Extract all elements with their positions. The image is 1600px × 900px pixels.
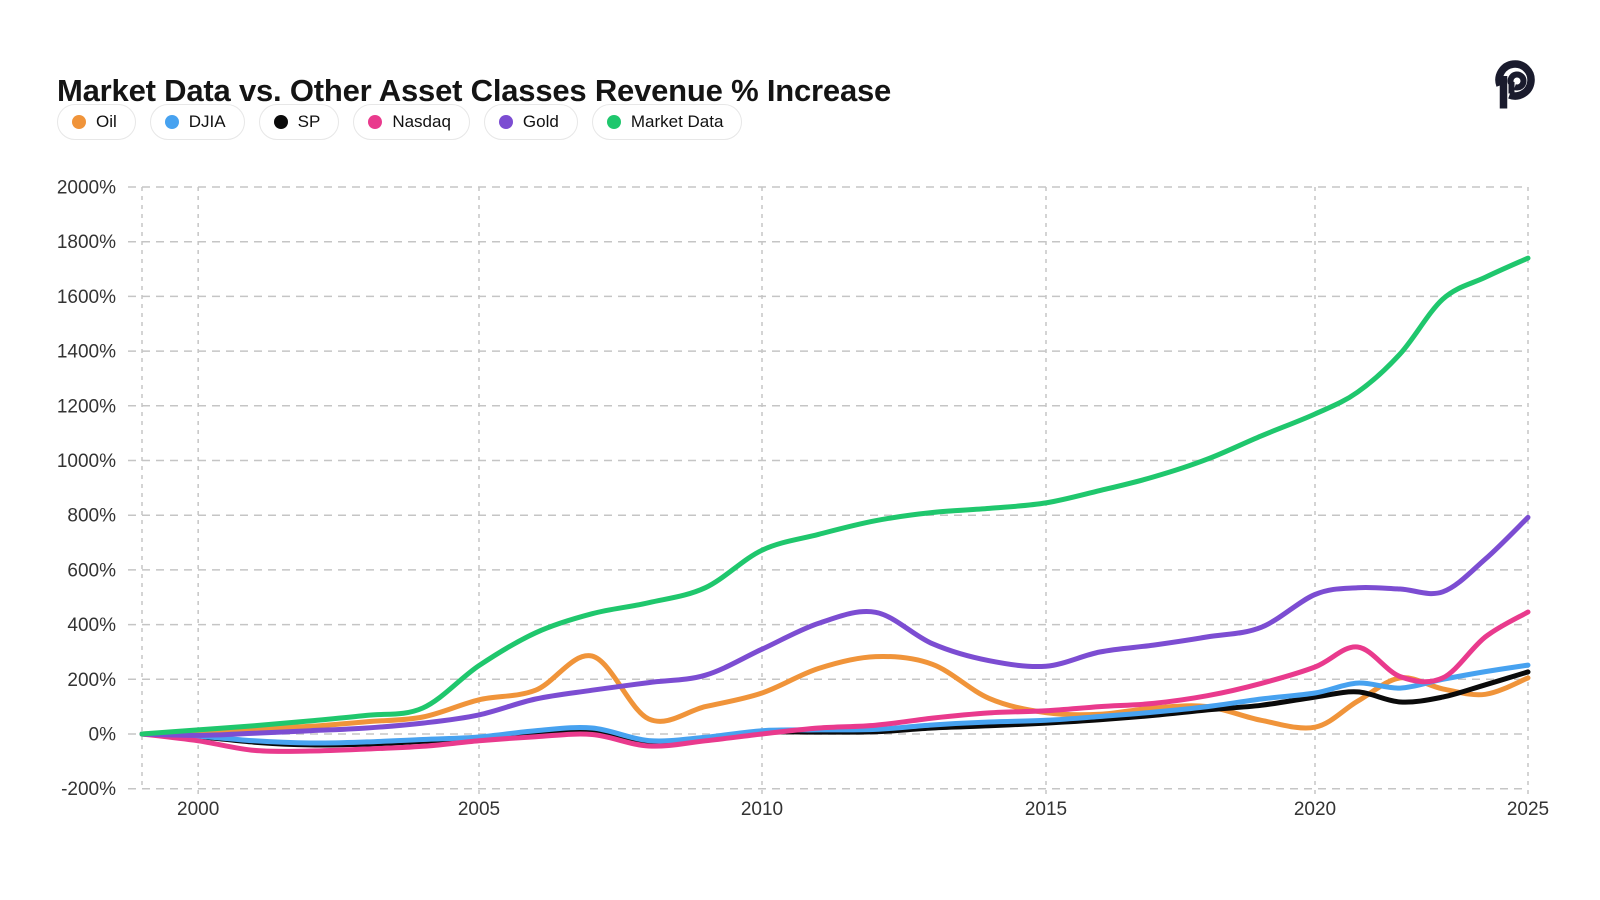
legend-item-oil[interactable]: Oil — [57, 104, 136, 140]
legend-item-nasdaq[interactable]: Nasdaq — [353, 104, 470, 140]
legend-item-gold[interactable]: Gold — [483, 104, 578, 140]
legend-item-djia[interactable]: DJIA — [149, 104, 245, 140]
p-spiral-logo-icon — [1495, 60, 1535, 109]
legend-dot-nasdaq — [368, 115, 383, 129]
x-tick-label-2005: 2005 — [458, 799, 500, 820]
legend-dot-gold — [498, 115, 513, 129]
series-line-gold[interactable] — [139, 514, 1531, 738]
series-line-djia[interactable] — [139, 662, 1531, 746]
y-tick-label-800: 800% — [67, 506, 116, 527]
series-line-nasdaq[interactable] — [139, 609, 1531, 754]
y-tick-label-2000: 2000% — [57, 178, 116, 199]
y-tick-label-1600: 1600% — [57, 287, 116, 308]
y-tick-label-1800: 1800% — [57, 232, 116, 253]
y-tick-label-1000: 1000% — [57, 451, 116, 472]
y-tick-label--200: -200% — [61, 779, 116, 800]
legend-item-label: SP — [297, 112, 321, 131]
series-line-market-data[interactable] — [139, 255, 1531, 737]
legend-item-label: DJIA — [188, 112, 226, 131]
y-tick-label-400: 400% — [67, 615, 116, 636]
y-tick-label-600: 600% — [67, 560, 116, 581]
page-title: Market Data vs. Other Asset Classes Reve… — [57, 72, 892, 108]
legend-dot-djia — [164, 115, 179, 129]
legend-dot-oil — [72, 115, 86, 129]
x-tick-label-2015: 2015 — [1025, 799, 1067, 820]
legend-item-label: Nasdaq — [392, 112, 451, 131]
y-tick-label-200: 200% — [67, 670, 116, 691]
legend-dot-sp — [273, 115, 288, 129]
legend-item-label: Oil — [96, 112, 117, 131]
legend-item-sp[interactable]: SP — [258, 104, 340, 140]
brand-logo — [1492, 56, 1536, 114]
series-line-oil[interactable] — [139, 653, 1531, 737]
legend-item-market-data[interactable]: Market Data — [591, 104, 743, 140]
x-tick-label-2000: 2000 — [177, 799, 219, 820]
x-tick-label-2010: 2010 — [741, 799, 783, 820]
y-tick-label-1400: 1400% — [57, 342, 116, 363]
legend-item-label: Market Data — [630, 112, 724, 131]
y-tick-label-0: 0% — [89, 725, 117, 746]
legend-item-label: Gold — [522, 112, 559, 131]
y-tick-label-1200: 1200% — [57, 396, 116, 417]
legend: Oil DJIA SP Nasdaq Gold Market Data — [57, 104, 743, 140]
x-tick-label-2020: 2020 — [1294, 799, 1336, 820]
x-tick-label-2025: 2025 — [1507, 799, 1549, 820]
legend-dot-market-data — [606, 115, 621, 129]
